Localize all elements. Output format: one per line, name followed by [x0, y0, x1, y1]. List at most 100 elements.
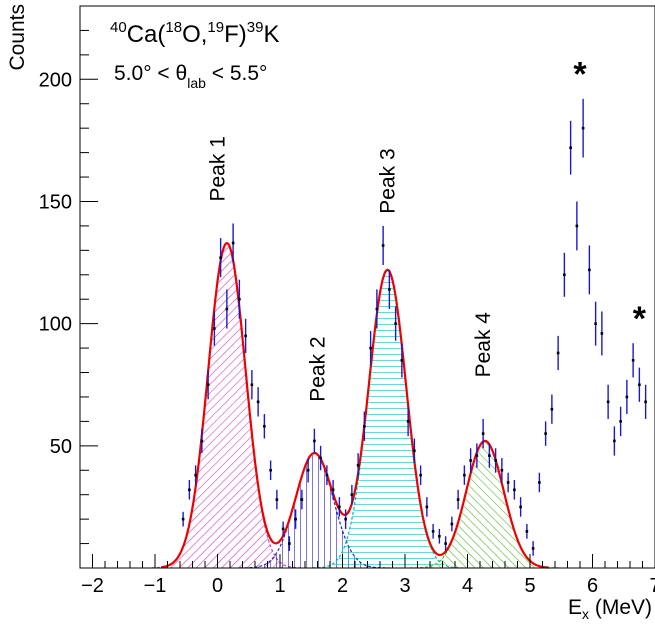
point-marker — [463, 473, 466, 477]
point-marker — [413, 449, 416, 453]
point-marker — [188, 488, 191, 492]
point-marker — [431, 530, 435, 533]
data-point — [419, 465, 422, 485]
data-point — [613, 426, 616, 456]
point-marker — [231, 241, 235, 245]
data-point — [413, 438, 416, 463]
point-marker — [519, 505, 522, 509]
data-point — [625, 379, 629, 415]
data-point — [200, 428, 204, 454]
data-point — [594, 301, 597, 346]
peak-label-4: Peak 4 — [472, 312, 495, 378]
title-mass-b: 18 — [165, 19, 182, 36]
data-point — [388, 269, 391, 309]
point-marker — [456, 498, 460, 501]
point-marker — [556, 351, 560, 355]
y-tick-label: 50 — [50, 436, 72, 458]
data-point — [219, 238, 222, 278]
title-elem-c: F — [224, 21, 239, 48]
point-marker — [481, 432, 485, 435]
point-marker — [550, 407, 554, 411]
data-point — [544, 421, 547, 446]
data-point — [575, 201, 579, 251]
data-point — [475, 443, 479, 468]
y-axis-label: Counts — [6, 4, 29, 71]
data-point — [363, 411, 366, 441]
data-point — [263, 414, 266, 439]
point-marker — [513, 488, 516, 492]
data-point — [606, 384, 610, 419]
data-point — [431, 524, 435, 539]
data-point — [381, 225, 385, 266]
data-point — [213, 311, 216, 346]
y-tick-label: 150 — [39, 191, 72, 213]
point-marker — [544, 432, 547, 435]
data-point — [188, 480, 191, 500]
point-marker — [325, 473, 329, 477]
point-marker — [488, 454, 491, 457]
point-marker — [394, 322, 397, 325]
peak-fill-4 — [410, 440, 560, 568]
title-mass-c: 19 — [207, 19, 224, 36]
data-point — [313, 428, 316, 454]
x-tick-label: 7 — [649, 575, 655, 597]
point-marker — [238, 297, 241, 301]
x-axis-label: Ex (MeV) — [568, 596, 652, 622]
point-marker — [594, 322, 597, 325]
peak-fill-3 — [312, 269, 463, 568]
data-point — [344, 509, 347, 529]
point-marker — [506, 481, 510, 484]
point-marker — [644, 400, 647, 404]
peak-fill-layer — [151, 242, 561, 569]
x-axis-label-unit: (MeV) — [589, 596, 652, 619]
point-marker — [531, 547, 535, 550]
point-marker — [419, 473, 422, 477]
data-point — [488, 443, 491, 468]
star-marker: * — [633, 300, 647, 338]
data-point — [244, 318, 247, 353]
point-marker — [294, 517, 297, 521]
point-marker — [194, 473, 197, 477]
fit-curve-layer — [161, 242, 549, 569]
title-elem-d: K — [263, 21, 279, 48]
x-tick-label: 6 — [587, 575, 598, 597]
point-marker — [313, 439, 316, 443]
point-marker — [363, 424, 366, 428]
point-marker — [181, 517, 185, 521]
point-marker — [563, 273, 566, 277]
point-marker — [369, 346, 372, 350]
point-marker — [631, 359, 635, 362]
data-point — [469, 448, 472, 473]
point-marker — [494, 459, 497, 462]
point-marker — [250, 383, 254, 387]
data-point — [369, 330, 372, 366]
point-marker — [575, 224, 579, 228]
point-marker — [606, 400, 610, 404]
x-tick-label: 3 — [399, 575, 410, 597]
data-point — [256, 387, 260, 417]
point-marker — [444, 542, 447, 545]
data-point — [619, 406, 622, 437]
data-point — [525, 524, 529, 539]
data-point — [556, 335, 560, 371]
title-mass-d: 39 — [247, 19, 264, 36]
data-point — [513, 480, 516, 500]
point-marker — [381, 244, 385, 247]
peak-component-3 — [312, 269, 463, 569]
x-tick-label: 2 — [337, 575, 348, 597]
data-point — [406, 406, 410, 437]
data-point — [319, 445, 322, 471]
data-point — [250, 370, 254, 400]
point-marker — [375, 307, 379, 311]
x-tick-label: −2 — [81, 575, 104, 597]
x-axis-label-main: E — [568, 596, 582, 619]
point-marker — [475, 454, 479, 457]
data-point — [600, 311, 604, 356]
data-point — [400, 343, 404, 378]
data-point — [481, 418, 485, 449]
point-marker — [344, 517, 347, 521]
point-marker — [613, 439, 616, 443]
data-point — [394, 306, 397, 341]
data-point — [325, 465, 329, 485]
